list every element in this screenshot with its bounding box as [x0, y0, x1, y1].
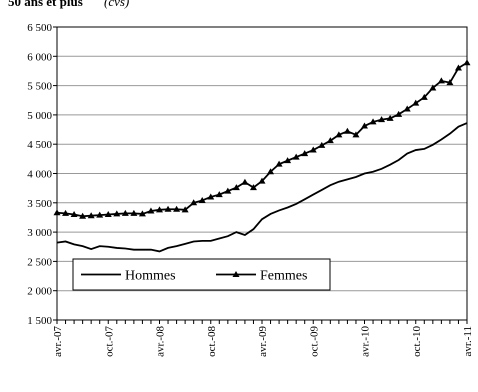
data-marker [378, 116, 386, 123]
series-line [56, 122, 468, 253]
legend-label: Femmes [260, 269, 307, 284]
x-tick-label: avr.-09 [257, 326, 269, 357]
data-marker [361, 122, 368, 129]
data-marker [258, 177, 266, 184]
data-marker [224, 187, 232, 194]
x-tick-label: oct.-08 [206, 326, 218, 357]
x-tick-label: avr.-11 [462, 326, 474, 356]
legend-label: Hommes [125, 269, 176, 284]
data-marker [267, 168, 275, 175]
x-tick-label: avr.-08 [155, 326, 167, 357]
data-marker [395, 110, 403, 117]
data-marker [113, 210, 121, 217]
y-tick-label: 2 500 [27, 256, 52, 268]
data-marker [309, 146, 317, 153]
y-tick-label: 6 500 [27, 22, 52, 34]
data-marker [62, 209, 70, 216]
x-tick-label: oct.-10 [411, 326, 423, 357]
data-marker [70, 211, 78, 218]
data-marker [79, 212, 87, 219]
y-tick-label: 2 000 [27, 286, 52, 298]
data-marker [275, 160, 283, 167]
data-marker [130, 209, 138, 216]
x-tick-label: avr.-10 [360, 326, 372, 357]
x-tick-label: oct.-09 [308, 326, 320, 357]
data-marker [335, 131, 343, 138]
data-marker [215, 191, 223, 198]
x-tick-label: oct.-07 [103, 326, 115, 357]
data-marker [437, 77, 445, 84]
x-tick-label: avr.-07 [52, 326, 64, 357]
data-marker [386, 114, 394, 121]
data-marker [173, 205, 181, 212]
chart-subtitle: (cvs) [104, 0, 129, 9]
y-tick-label: 6 000 [27, 51, 52, 63]
data-marker [156, 206, 163, 213]
y-tick-label: 4 500 [27, 139, 52, 151]
data-marker [241, 178, 249, 185]
data-marker [403, 105, 411, 112]
data-marker [369, 118, 377, 125]
y-tick-label: 5 000 [27, 110, 52, 122]
data-marker [164, 205, 172, 212]
data-marker [343, 127, 351, 134]
data-marker [104, 211, 112, 218]
data-marker [147, 207, 155, 214]
data-marker [284, 157, 292, 164]
data-marker [198, 196, 206, 203]
chart-title: 50 ans et plus [8, 0, 83, 9]
y-tick-label: 4 000 [27, 169, 52, 181]
data-marker [207, 193, 215, 200]
data-marker [96, 211, 104, 218]
y-tick-label: 5 500 [27, 81, 52, 93]
data-marker [446, 79, 454, 86]
data-marker [326, 137, 334, 144]
data-marker [429, 84, 437, 91]
data-marker [463, 59, 471, 66]
data-marker [249, 184, 257, 191]
data-marker [412, 99, 420, 106]
y-tick-label: 1 500 [27, 315, 52, 327]
data-marker [318, 141, 326, 148]
data-marker [454, 64, 462, 71]
data-marker [352, 131, 360, 138]
data-marker [53, 209, 61, 216]
data-marker [232, 184, 240, 191]
y-tick-label: 3 500 [27, 198, 52, 210]
data-marker [138, 210, 146, 217]
data-marker [301, 150, 309, 157]
data-marker [181, 206, 189, 213]
data-marker [87, 212, 95, 219]
data-marker [292, 153, 300, 160]
data-marker [190, 199, 198, 206]
data-marker [420, 93, 428, 100]
legend-marker [232, 271, 240, 277]
y-tick-label: 3 000 [27, 227, 52, 239]
data-marker [121, 209, 129, 216]
